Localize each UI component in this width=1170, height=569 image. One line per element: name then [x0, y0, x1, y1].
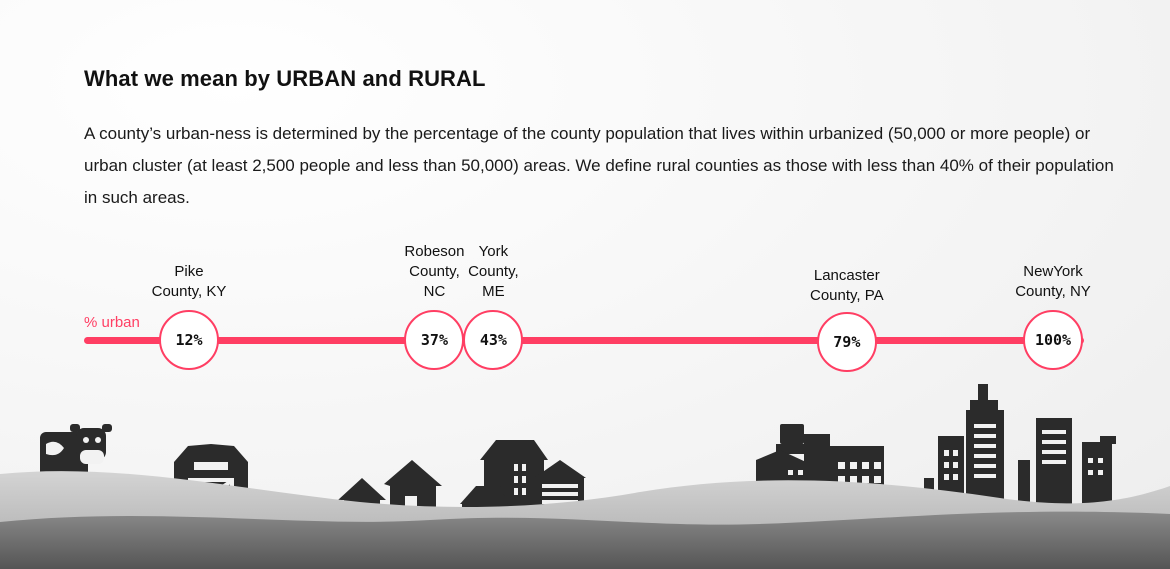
county-name-line: NewYork	[1023, 263, 1083, 280]
county-name-line: NC	[423, 283, 446, 300]
county-marker-0: 12%	[159, 310, 219, 370]
county-marker-2: 43%	[463, 310, 524, 370]
page-title: What we mean by URBAN and RURAL	[84, 66, 486, 91]
cow-icon	[40, 424, 112, 478]
county-name-0: Pike County, KY	[119, 262, 259, 302]
county-name-line: Robeson	[404, 243, 465, 260]
county-name-line: Pike	[174, 263, 204, 280]
county-marker-4: 100%	[1023, 310, 1083, 370]
axis-label: % urban	[84, 314, 140, 331]
county-name-line: County,	[409, 263, 460, 280]
county-name-line: County,	[468, 263, 519, 280]
county-name-line: York	[478, 243, 509, 260]
hill-front	[0, 511, 1170, 569]
county-name-2: York County, ME	[423, 242, 563, 302]
county-marker-3: 79%	[816, 312, 877, 372]
county-name-line: County, KY	[151, 283, 227, 300]
county-name-line: County, NY	[1015, 283, 1091, 300]
county-name-3: Lancaster County, PA	[777, 266, 917, 306]
county-name-1: Robeson County, NC	[364, 242, 504, 302]
county-marker-1: 37%	[404, 310, 465, 370]
county-name-line: Lancaster	[813, 267, 880, 284]
county-name-line: County, PA	[809, 287, 884, 304]
urban-scale-bar	[84, 337, 1084, 344]
description-text: A county’s urban-ness is determined by t…	[84, 124, 1114, 207]
county-name-4: NewYork County, NY	[983, 262, 1123, 302]
county-name-line: ME	[482, 283, 505, 300]
